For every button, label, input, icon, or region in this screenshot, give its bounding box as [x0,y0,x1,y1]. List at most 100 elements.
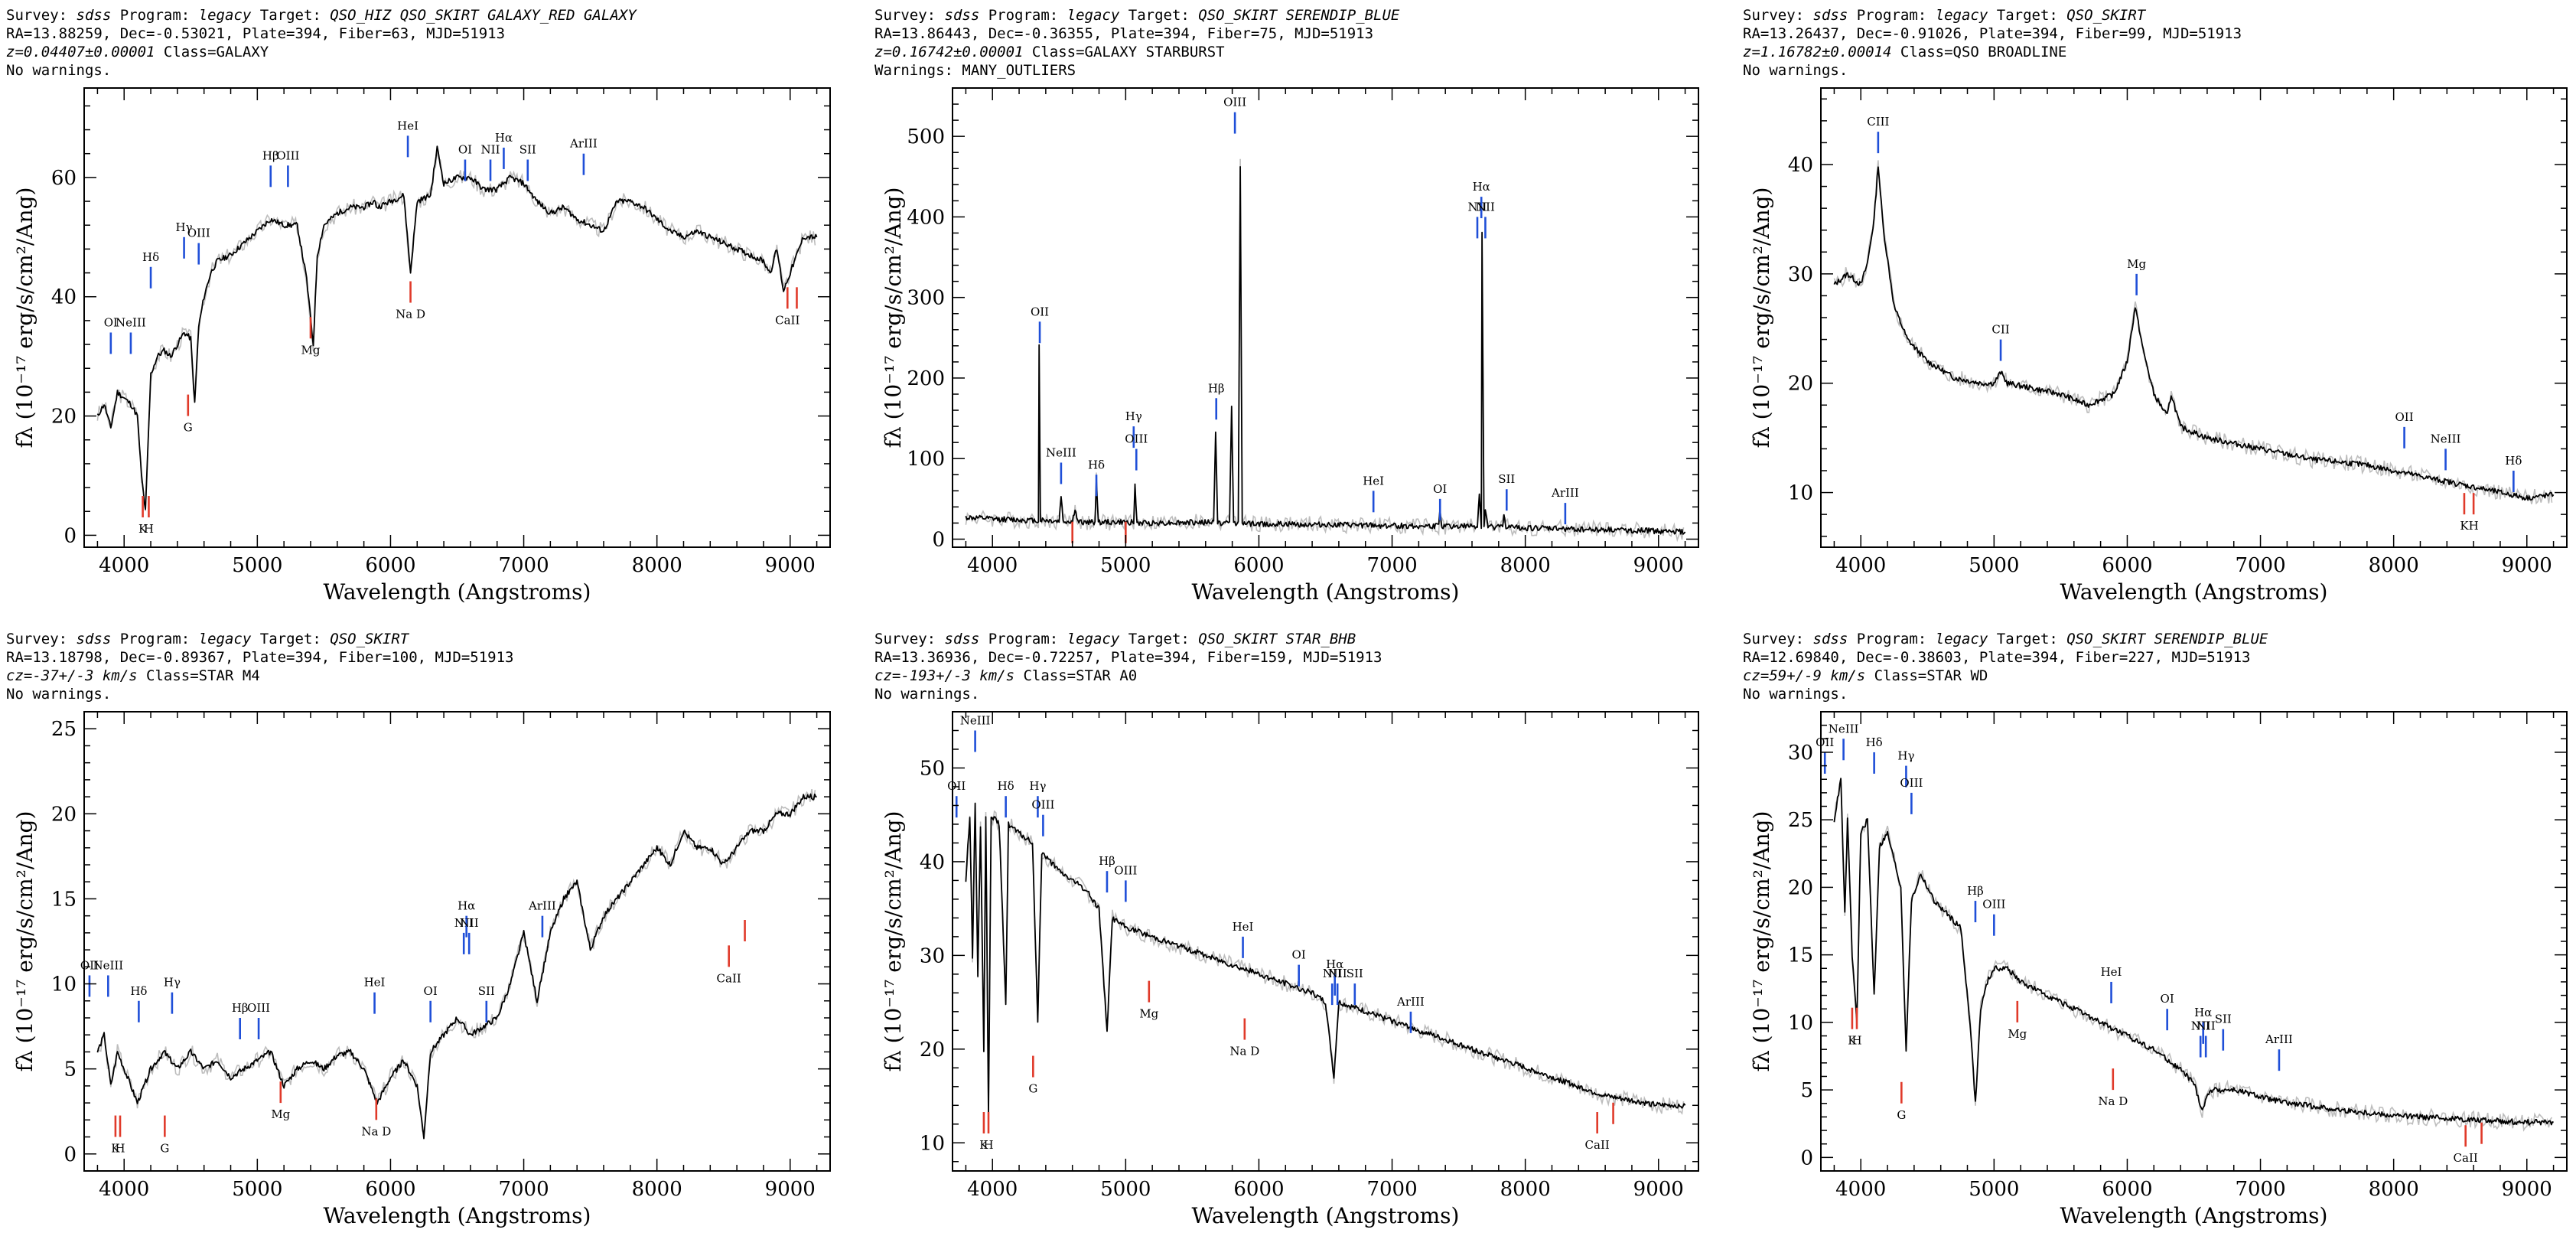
emission-label: Hβ [1099,854,1115,868]
header-text: Target: [1119,631,1199,647]
absorption-label: H [144,522,154,536]
emission-line-marker: OII [1031,305,1049,344]
y-tick-label: 5 [64,1058,77,1081]
y-tick-label: 10 [920,1132,945,1155]
emission-label: OIII [276,148,299,162]
emission-line-marker: OII [2395,410,2414,448]
spectrum-chart: CIII CII Mg OII NeIII Hδ K H 4000 5000 6000 7000 800… [1749,87,2568,605]
y-tick-label: 25 [51,718,77,741]
emission-line-marker: Hγ [164,976,181,1014]
header-text: Survey: [1743,7,1813,24]
emission-label: Hδ [1088,458,1105,471]
header-text: Survey: [6,631,77,647]
x-axis-label: Wavelength (Angstroms) [324,1203,591,1228]
panel-header: Survey: sdss Program: legacy Target: QSO… [6,630,513,703]
absorption-label: Mg [271,1107,290,1121]
header-text: Target: [1988,631,2067,647]
emission-line-marker: OIII [1223,96,1246,134]
emission-label: NeIII [1829,722,1859,735]
absorption-line-marker: K [2460,493,2469,533]
emission-line-marker: NII [1476,200,1495,239]
x-tick-label: 4000 [967,554,1018,577]
absorption-label: Na D [2098,1094,2128,1108]
absorption-line-marker: CaII [2454,1125,2478,1165]
y-tick-label: 15 [1788,944,1813,967]
plot-frame [83,711,831,1172]
emission-line-marker: SII [478,984,495,1022]
header-text: Target: [251,631,331,647]
x-tick-label: 5000 [232,1178,282,1201]
spectrum-panel: Survey: sdss Program: legacy Target: QSO… [868,624,1710,1236]
noise-band [1833,160,2553,505]
spectrum-line [965,802,1686,1115]
emission-label: Hδ [130,984,147,998]
absorption-label: G [1897,1108,1906,1122]
emission-label: Hα [1473,180,1490,194]
x-tick-label: 6000 [2102,554,2152,577]
x-tick-label: 8000 [1500,1178,1551,1201]
y-tick-label: 30 [1788,263,1813,286]
emission-line-marker: Hδ [1866,735,1883,774]
survey-value: sdss [944,7,980,24]
x-tick-label: 5000 [232,554,282,577]
absorption-label: Mg [1139,1007,1158,1021]
emission-label: Hδ [1866,735,1883,749]
emission-line-marker: OI [1433,482,1447,520]
x-tick-label: 4000 [1835,554,1886,577]
x-axis-label: Wavelength (Angstroms) [2060,579,2328,605]
emission-line-marker: OIII [1900,776,1923,814]
emission-line-marker: CIII [1867,115,1890,154]
x-tick-label: 9000 [2502,1178,2552,1201]
emission-label: NII [2191,1019,2210,1033]
header-text: Target: [1988,7,2067,24]
header-text: Target: [1119,7,1199,24]
emission-line-marker: OIII [1114,863,1137,902]
spectrum-panel: Survey: sdss Program: legacy Target: QSO… [0,0,842,612]
noise-band [96,152,816,511]
spectrum-line [96,145,818,510]
absorption-label: G [184,421,193,435]
emission-line-marker: Hδ [142,250,159,289]
emission-label: OIII [1223,96,1246,109]
emission-line-marker: ArIII [569,137,598,175]
absorption-label: H [1851,1034,1861,1048]
emission-line-marker: Hα [495,131,513,169]
absorption-line-marker: K [111,1115,120,1156]
emission-label: SII [1347,967,1363,980]
absorption-label: K [1848,1034,1857,1048]
absorption-line-marker: H [983,1112,994,1152]
x-tick-label: 5000 [1100,1178,1151,1201]
y-tick-label: 0 [932,528,945,551]
emission-line-marker: Hγ [1029,779,1046,818]
absorption-label: CaII [2454,1151,2478,1165]
emission-line-marker: Hγ [1897,749,1914,788]
y-tick-label: 40 [51,286,77,309]
absorption-label: K [111,1142,120,1156]
class-value: Class=STAR WD [1874,667,1988,684]
y-axis-label: fλ (10⁻¹⁷ erg/s/cm²/Ang) [1749,811,1774,1072]
emission-label: OIII [1031,798,1054,812]
absorption-line-marker: Mg [2008,1000,2027,1041]
emission-label: NeIII [116,315,146,329]
emission-label: OIII [1125,432,1148,446]
x-tick-label: 8000 [1500,554,1551,577]
y-tick-label: 0 [1800,1146,1813,1169]
absorption-line-marker: H [144,496,154,536]
panel-header: Survey: sdss Program: legacy Target: QSO… [1743,630,2268,703]
emission-line-marker: NeIII [1046,445,1076,484]
x-tick-label: 5000 [1969,554,2019,577]
absorption-line-marker: G [1897,1081,1906,1122]
emission-label: NeIII [93,958,123,972]
spectrum-chart: OIINeIIIHδHγHβOIIIHeIOINIIHαNIISIIArIIIK… [12,711,831,1228]
absorption-label: H [983,1138,993,1152]
y-tick-label: 100 [907,448,945,471]
plot-frame [1820,711,2568,1172]
emission-line-marker: Hγ [176,220,193,259]
header-text: Target: [251,7,331,24]
spectrum-line [1833,166,2555,501]
redshift-value: cz=59+/-9 km/s [1743,667,1866,684]
plot-area [1833,778,2554,1132]
emission-label: CII [1991,323,2009,337]
